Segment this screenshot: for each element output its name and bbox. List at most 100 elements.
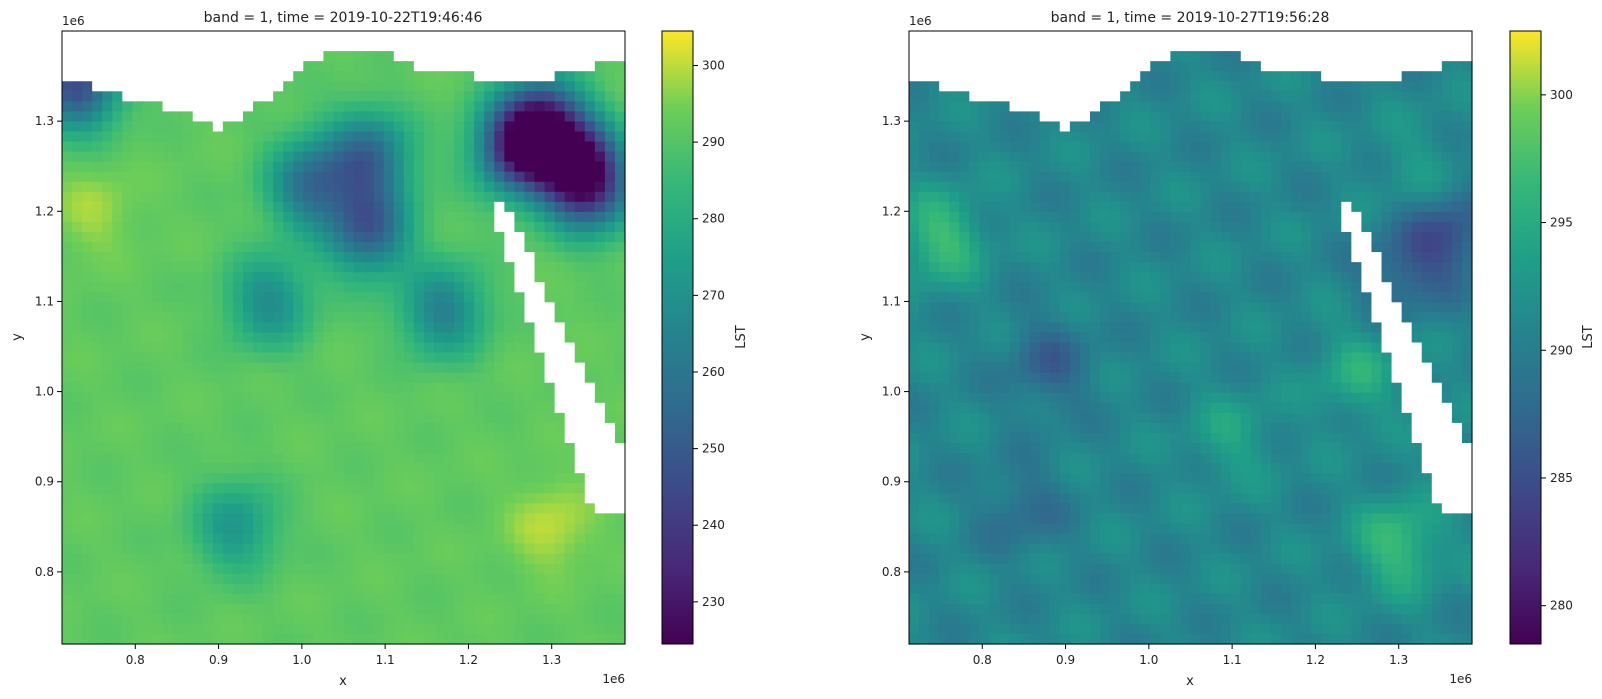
- heatmap-cell: [72, 523, 83, 535]
- heatmap-cell: [1371, 161, 1383, 173]
- heatmap-cell: [253, 231, 264, 243]
- heatmap-cell: [82, 503, 93, 514]
- heatmap-cell: [403, 201, 415, 213]
- heatmap-cell: [1451, 171, 1463, 183]
- heatmap-cell: [232, 623, 244, 635]
- heatmap-cell: [1451, 131, 1463, 143]
- heatmap-cell: [72, 553, 83, 565]
- heatmap-cell: [433, 473, 445, 484]
- heatmap-cell: [1461, 201, 1473, 213]
- heatmap-cell: [574, 543, 586, 555]
- heatmap-cell: [909, 61, 920, 72]
- heatmap-cell: [172, 231, 184, 243]
- heatmap-cell: [1190, 51, 1202, 62]
- heatmap-cell: [102, 31, 113, 42]
- heatmap-cell: [433, 422, 445, 434]
- heatmap-cell: [1431, 231, 1443, 243]
- heatmap-cell: [373, 141, 385, 153]
- heatmap-cell: [202, 171, 214, 183]
- heatmap-cell: [393, 392, 405, 404]
- heatmap-cell: [212, 553, 224, 565]
- heatmap-cell: [202, 563, 214, 575]
- heatmap-cell: [383, 322, 395, 334]
- heatmap-cell: [1170, 181, 1182, 193]
- heatmap-cell: [62, 392, 73, 404]
- heatmap-cell: [192, 543, 204, 555]
- heatmap-cell: [132, 201, 144, 213]
- heatmap-cell: [353, 292, 365, 303]
- heatmap-cell: [1069, 51, 1081, 62]
- heatmap-cell: [584, 191, 596, 203]
- heatmap-cell: [162, 332, 174, 344]
- heatmap-cell: [999, 252, 1011, 263]
- heatmap-cell: [464, 473, 475, 484]
- heatmap-cell: [604, 463, 616, 474]
- heatmap-cell: [182, 121, 194, 133]
- heatmap-cell: [303, 71, 314, 82]
- heatmap-cell: [454, 191, 465, 203]
- heatmap-cell: [574, 493, 586, 504]
- heatmap-cell: [584, 61, 596, 72]
- heatmap-cell: [323, 473, 335, 484]
- heatmap-cell: [554, 342, 566, 354]
- heatmap-cell: [1411, 221, 1423, 233]
- heatmap-cell: [132, 412, 144, 424]
- heatmap-cell: [162, 623, 174, 635]
- heatmap-cell: [403, 503, 415, 514]
- heatmap-cell: [999, 81, 1011, 92]
- heatmap-cell: [202, 51, 214, 62]
- heatmap-cell: [112, 463, 123, 474]
- heatmap-cell: [293, 81, 304, 92]
- heatmap-cell: [232, 332, 244, 344]
- heatmap-cell: [283, 513, 294, 525]
- heatmap-cell: [604, 151, 616, 163]
- heatmap-cell: [283, 171, 294, 183]
- heatmap-cell: [353, 332, 365, 344]
- heatmap-cell: [919, 221, 930, 233]
- heatmap-cell: [383, 352, 395, 364]
- heatmap-cell: [172, 463, 184, 474]
- heatmap-cell: [82, 272, 93, 283]
- heatmap-cell: [253, 473, 264, 484]
- heatmap-cell: [303, 633, 314, 645]
- heatmap-cell: [242, 332, 254, 344]
- heatmap-cell: [92, 623, 103, 635]
- heatmap-cell: [82, 382, 93, 394]
- heatmap-cell: [393, 513, 405, 525]
- heatmap-cell: [102, 322, 113, 334]
- heatmap-cell: [253, 563, 264, 575]
- heatmap-cell: [92, 553, 103, 565]
- heatmap-cell: [504, 91, 516, 102]
- heatmap-cell: [614, 211, 626, 223]
- heatmap-cell: [524, 221, 536, 233]
- heatmap-cell: [1029, 262, 1041, 273]
- heatmap-cell: [333, 543, 345, 555]
- heatmap-cell: [1361, 252, 1373, 263]
- heatmap-cell: [363, 81, 375, 92]
- heatmap-cell: [454, 412, 465, 424]
- heatmap-cell: [222, 583, 234, 595]
- heatmap-cell: [1451, 51, 1463, 62]
- heatmap-cell: [413, 392, 425, 404]
- heatmap-cell: [474, 503, 485, 514]
- heatmap-cell: [604, 623, 616, 635]
- heatmap-cell: [524, 282, 536, 293]
- heatmap-cell: [253, 181, 264, 193]
- heatmap-cell: [969, 262, 980, 273]
- heatmap-cell: [1351, 141, 1363, 153]
- heatmap-cell: [1170, 151, 1182, 163]
- heatmap-cell: [1311, 181, 1322, 193]
- heatmap-cell: [162, 272, 174, 283]
- heatmap-cell: [919, 242, 930, 253]
- heatmap-cell: [554, 412, 566, 424]
- heatmap-cell: [112, 221, 123, 233]
- heatmap-cell: [182, 593, 194, 605]
- heatmap-cell: [293, 211, 304, 223]
- heatmap-cell: [72, 181, 83, 193]
- heatmap-cell: [1039, 242, 1051, 253]
- heatmap-cell: [1371, 282, 1383, 293]
- heatmap-cell: [949, 242, 960, 253]
- heatmap-cell: [1200, 231, 1212, 243]
- heatmap-cell: [293, 493, 304, 504]
- heatmap-cell: [313, 533, 324, 545]
